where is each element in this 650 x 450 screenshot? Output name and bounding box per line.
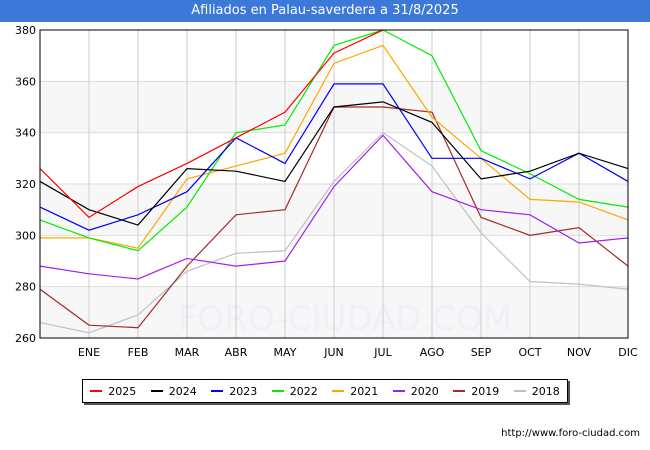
legend-item-2020: 2020 bbox=[392, 384, 439, 398]
legend-swatch bbox=[211, 390, 224, 392]
x-tick-label: MAR bbox=[175, 346, 200, 359]
x-tick-label: ABR bbox=[225, 346, 248, 359]
legend-item-2019: 2019 bbox=[453, 385, 499, 398]
legend-label: 2025 bbox=[108, 384, 137, 398]
y-tick-label: 360 bbox=[15, 75, 36, 88]
x-tick-label: DIC bbox=[618, 346, 638, 359]
legend-item-2023: 2023 bbox=[211, 385, 257, 398]
legend-swatch bbox=[453, 390, 466, 392]
x-tick-label: OCT bbox=[518, 346, 541, 359]
y-tick-label: 260 bbox=[15, 332, 36, 345]
chart-title: Afiliados en Palau-saverdera a 31/8/2025 bbox=[0, 0, 650, 22]
x-tick-label: MAY bbox=[274, 346, 297, 359]
legend-swatch bbox=[150, 390, 163, 392]
y-tick-label: 340 bbox=[15, 127, 36, 140]
watermark: FORO-CIUDAD.COM bbox=[178, 299, 512, 339]
legend-item-2018: 2018 bbox=[513, 384, 560, 398]
series-line-2021 bbox=[40, 44, 629, 249]
legend-label: 2024 bbox=[168, 384, 197, 398]
legend-label: 2022 bbox=[289, 384, 318, 398]
series-line-2022 bbox=[39, 29, 629, 252]
legend-swatch bbox=[271, 390, 284, 392]
x-tick-label: FEB bbox=[128, 346, 149, 359]
legend-swatch bbox=[513, 390, 526, 392]
y-tick-label: 300 bbox=[15, 229, 36, 242]
series-line-2023 bbox=[39, 83, 629, 231]
legend-swatch bbox=[332, 390, 345, 392]
legend-label: 2020 bbox=[410, 384, 439, 398]
legend-item-2022: 2022 bbox=[271, 384, 318, 398]
legend-label: 2019 bbox=[471, 384, 500, 398]
legend-swatch bbox=[392, 390, 405, 392]
legend-label: 2021 bbox=[350, 384, 379, 398]
series-line-2024 bbox=[39, 101, 629, 226]
source-link[interactable]: http://www.foro-ciudad.com bbox=[501, 428, 640, 439]
legend-label: 2023 bbox=[229, 384, 258, 398]
series-line-2020 bbox=[39, 134, 629, 280]
legend-swatch bbox=[90, 390, 103, 392]
legend-item-2024: 2024 bbox=[150, 384, 197, 398]
y-tick-label: 320 bbox=[15, 178, 36, 191]
x-tick-label: AGO bbox=[420, 346, 445, 359]
y-tick-label: 280 bbox=[15, 281, 36, 294]
legend-item-2025: 2025 bbox=[90, 385, 136, 398]
x-tick-label: ENE bbox=[78, 346, 100, 359]
legend-label: 2018 bbox=[531, 384, 560, 398]
plot-border bbox=[39, 29, 629, 339]
series-line-2018 bbox=[39, 131, 629, 334]
x-tick-label: JUN bbox=[323, 346, 344, 359]
legend: 2025 2024 2023 2022 2021 2020 2019 2018 bbox=[82, 379, 568, 403]
x-tick-label: SEP bbox=[471, 346, 492, 359]
x-tick-label: NOV bbox=[567, 346, 592, 359]
series-line-2025 bbox=[39, 29, 384, 219]
legend-item-2021: 2021 bbox=[332, 385, 378, 398]
x-tick-label: JUL bbox=[373, 346, 392, 359]
y-tick-label: 380 bbox=[15, 24, 36, 37]
